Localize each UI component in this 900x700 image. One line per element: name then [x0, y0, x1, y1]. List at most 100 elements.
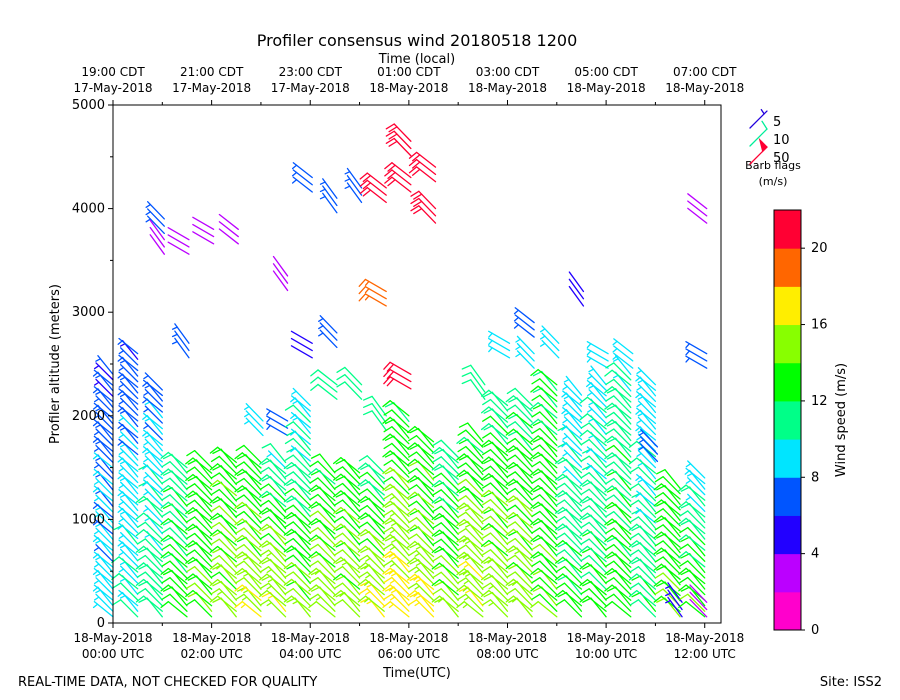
barb-shaft [143, 578, 163, 596]
barb-full [483, 575, 494, 581]
wind-barb [92, 485, 114, 502]
barb-half [93, 579, 100, 585]
wind-barb [605, 577, 632, 596]
barb-shaft [463, 502, 484, 519]
x-tick-date: 18-May-2018 [665, 631, 744, 645]
barb-half [562, 385, 568, 390]
barb-full [530, 385, 539, 393]
wind-barb [117, 522, 139, 540]
barb-full [530, 368, 539, 377]
wind-barb [118, 414, 139, 433]
barb-full [382, 567, 391, 575]
wind-barb [382, 584, 410, 601]
barb-shaft [563, 565, 583, 585]
barb-full [386, 378, 395, 387]
wind-barb [358, 521, 385, 540]
barb-half [364, 295, 370, 301]
barb-full [260, 483, 270, 490]
wind-barb [480, 389, 509, 407]
barb-full [209, 595, 219, 603]
wind-barb [192, 231, 215, 245]
wind-barb [580, 438, 607, 458]
colorbar-tick-label: 16 [811, 318, 828, 333]
barb-half [119, 410, 126, 414]
barb-half [391, 522, 397, 527]
barb-full [234, 584, 243, 592]
barb-half [217, 590, 223, 596]
barb-full [187, 492, 198, 498]
wind-barb [160, 501, 188, 518]
barb-full [358, 488, 368, 495]
barb-shaft [685, 501, 706, 518]
wind-barb [605, 527, 632, 546]
barb-shaft [149, 234, 165, 255]
wind-barb [136, 538, 163, 557]
wind-barb [117, 455, 139, 472]
barb-shaft [169, 510, 188, 530]
barb-full [457, 544, 467, 551]
barb-full [411, 161, 421, 169]
barb-layer [92, 123, 708, 618]
wind-barb [135, 529, 163, 546]
wind-barb [142, 462, 163, 480]
barb-shaft [588, 571, 607, 590]
barb-full [138, 497, 148, 504]
barb-full [413, 193, 423, 200]
barb-half [93, 563, 100, 568]
barb-half [240, 603, 247, 609]
barb-shaft [366, 488, 385, 507]
barb-full [362, 174, 372, 183]
wind-barb [171, 337, 190, 359]
barb-full [579, 545, 589, 553]
wind-barb [406, 540, 435, 558]
wind-barb [333, 490, 361, 507]
barb-shaft [537, 451, 558, 469]
barb-half [465, 589, 471, 594]
barb-full [360, 531, 370, 537]
barb-shaft [588, 538, 607, 557]
barb-half [145, 218, 152, 223]
wind-barb [531, 527, 558, 546]
barb-half [638, 431, 645, 436]
wind-barb [93, 494, 114, 513]
barb-full [680, 569, 691, 576]
wind-barb [382, 467, 410, 484]
barb-full [604, 402, 613, 410]
barb-shaft [438, 562, 459, 579]
barb-half [118, 467, 125, 472]
barb-half [587, 392, 593, 397]
barb-half [292, 400, 299, 405]
barb-full [283, 545, 293, 553]
wind-barb [272, 270, 289, 292]
barb-full [431, 595, 441, 603]
barb-full [480, 539, 490, 547]
wind-barb [118, 431, 139, 450]
barb-half [364, 280, 370, 286]
legend-entry-label: 5 [773, 115, 781, 130]
barb-column [530, 325, 560, 618]
barb-shaft [194, 549, 213, 568]
wind-barb [382, 450, 410, 467]
wind-barb [689, 598, 708, 618]
barb-full [286, 464, 296, 470]
wind-barb [117, 539, 139, 556]
wind-barb [410, 197, 437, 217]
barb-full [605, 477, 615, 485]
barb-half [117, 592, 123, 597]
barb-half [389, 529, 396, 534]
wind-barb [562, 416, 583, 435]
barb-full [505, 512, 515, 520]
barb-full [456, 601, 465, 609]
barb-full [679, 526, 689, 534]
barb-half [92, 553, 99, 559]
wind-barb [461, 364, 486, 386]
barb-full [604, 386, 613, 394]
wind-barb [605, 477, 632, 497]
barb-shaft [685, 517, 706, 535]
x-tick-date: 18-May-2018 [73, 631, 152, 645]
barb-shaft [465, 528, 484, 547]
barb-half [438, 598, 444, 603]
barb-shaft [194, 566, 213, 585]
barb-shaft [243, 560, 262, 579]
wind-barb [266, 415, 289, 429]
